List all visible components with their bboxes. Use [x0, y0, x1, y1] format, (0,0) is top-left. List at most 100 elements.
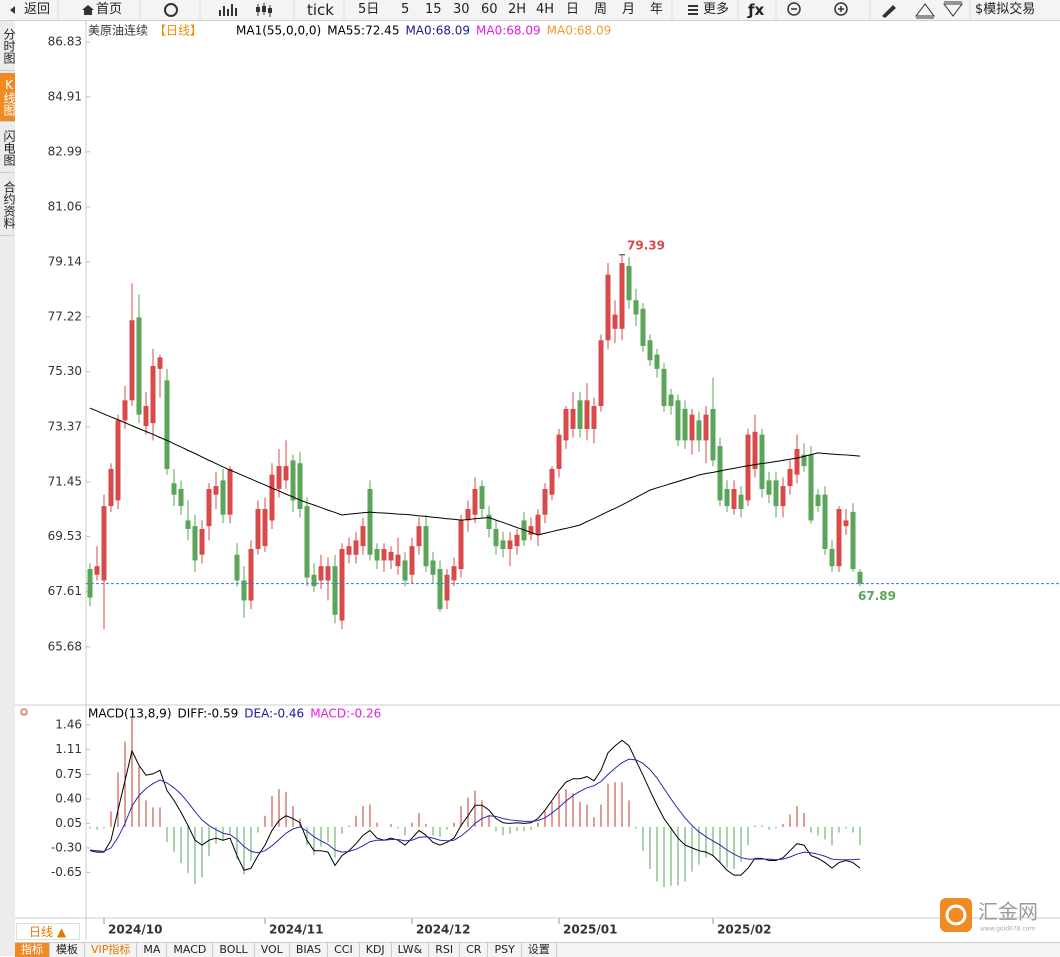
- candle-body: [647, 340, 653, 361]
- tool-button[interactable]: tick: [307, 1, 334, 19]
- candle-body: [815, 494, 821, 507]
- side-tab[interactable]: 合约资料: [0, 175, 16, 236]
- candle-body: [87, 569, 93, 598]
- legend-entry: 【日线】: [154, 24, 202, 38]
- candle-body: [472, 488, 478, 515]
- bottom-tab[interactable]: VIP指标: [85, 943, 138, 957]
- candle-body: [829, 549, 835, 567]
- candle-body: [444, 574, 450, 601]
- candle-body: [115, 420, 121, 501]
- side-tab[interactable]: K线图: [0, 73, 16, 122]
- candle-body: [780, 486, 786, 507]
- side-tab[interactable]: 闪电图: [0, 124, 16, 173]
- refresh-icon[interactable]: [164, 3, 178, 17]
- candle-body: [248, 549, 254, 601]
- zoom-out[interactable]: [787, 2, 801, 16]
- bottom-tab[interactable]: MA: [137, 943, 168, 957]
- candle-body: [388, 551, 394, 561]
- candle-body: [346, 546, 352, 555]
- bottom-tab[interactable]: BIAS: [290, 943, 329, 957]
- bottom-tab[interactable]: KDJ: [360, 943, 392, 957]
- candle-body: [794, 448, 800, 475]
- tool-button[interactable]: 60: [481, 2, 498, 17]
- legend-entry: MACD(13,8,9): [88, 707, 172, 721]
- candle-body: [304, 506, 310, 578]
- candle-body: [276, 466, 282, 489]
- candle-body: [843, 520, 849, 527]
- tool-button[interactable]: 30: [453, 2, 470, 17]
- x-tick-label: 2024/12: [416, 923, 470, 937]
- candle-body: [710, 408, 716, 461]
- more-icon[interactable]: [688, 5, 698, 15]
- candle-body: [696, 420, 702, 441]
- candle-body: [570, 408, 576, 429]
- y-tick-label: 67.61: [48, 584, 82, 598]
- bottom-tab[interactable]: BOLL: [213, 943, 255, 957]
- candle-body: [283, 466, 289, 481]
- candle-body: [745, 434, 751, 501]
- logo-icon: [940, 898, 972, 932]
- up-icon[interactable]: [915, 3, 935, 19]
- tool-button[interactable]: 年: [650, 2, 664, 17]
- tool-button[interactable]: 月: [622, 2, 636, 17]
- candle-body: [675, 400, 681, 441]
- candle-body: [122, 400, 128, 421]
- candle-body: [297, 463, 303, 509]
- toolbar-icons: [10, 0, 971, 20]
- candle-body: [437, 569, 443, 610]
- candle-body: [367, 488, 373, 555]
- bottom-tab[interactable]: CCI: [328, 943, 360, 957]
- legend-entry: MA0:68.09: [547, 24, 612, 38]
- candle-body: [423, 526, 429, 567]
- candle-body: [101, 506, 107, 581]
- bottom-tab[interactable]: MACD: [167, 943, 214, 957]
- tool-button[interactable]: ƒx: [748, 1, 765, 19]
- tool-button[interactable]: 更多: [703, 2, 730, 17]
- bottom-tab[interactable]: 指标: [15, 943, 50, 957]
- pen-icon[interactable]: [882, 5, 896, 18]
- bottom-tab[interactable]: VOL: [255, 943, 290, 957]
- legend-entry: DIFF:-0.59: [178, 707, 239, 721]
- bars-icon[interactable]: [219, 4, 237, 16]
- candle-body: [325, 566, 331, 581]
- tool-button[interactable]: 日: [566, 2, 580, 17]
- tool-button[interactable]: 返回: [24, 2, 51, 17]
- candle-body: [633, 300, 639, 315]
- bottom-tab[interactable]: LW&: [392, 943, 430, 957]
- bottom-tab[interactable]: PSY: [488, 943, 522, 957]
- candle-body: [262, 508, 268, 547]
- side-tab[interactable]: 分时图: [0, 22, 16, 71]
- candle-body: [703, 414, 709, 441]
- tool-button[interactable]: 首页: [96, 2, 123, 17]
- y-tick-label: 0.75: [55, 767, 82, 781]
- candle-body: [318, 566, 324, 581]
- tool-button[interactable]: 周: [594, 2, 608, 17]
- candle-body: [430, 560, 436, 575]
- logo-name: 汇金网: [978, 900, 1038, 924]
- tool-button[interactable]: 5: [401, 2, 410, 17]
- candle-body: [164, 380, 170, 469]
- tool-button[interactable]: 4H: [536, 2, 555, 17]
- candle-body: [360, 526, 366, 547]
- bottom-tab[interactable]: 设置: [522, 943, 557, 957]
- candle-body: [850, 511, 856, 570]
- y-tick-label: 65.68: [48, 639, 82, 653]
- candle-body: [542, 488, 548, 515]
- tool-button[interactable]: $模拟交易: [975, 2, 1036, 17]
- tool-button[interactable]: 2H: [508, 2, 527, 17]
- settings-icon[interactable]: [20, 708, 28, 716]
- home-icon: [82, 5, 94, 15]
- bottom-tab[interactable]: RSI: [429, 943, 461, 957]
- tool-button[interactable]: 15: [425, 2, 442, 17]
- zoom-in[interactable]: [834, 2, 848, 16]
- tool-button[interactable]: 5日: [358, 2, 380, 17]
- down-icon[interactable]: [943, 1, 963, 17]
- bottom-tab[interactable]: 模板: [50, 943, 85, 957]
- bottom-tab[interactable]: CR: [460, 943, 489, 957]
- period-button[interactable]: 日线 ▲: [16, 923, 80, 940]
- sidebar: [0, 20, 15, 956]
- legend-entry: DEA:-0.46: [244, 707, 304, 721]
- candle-body: [150, 366, 156, 424]
- candle-body: [374, 549, 380, 561]
